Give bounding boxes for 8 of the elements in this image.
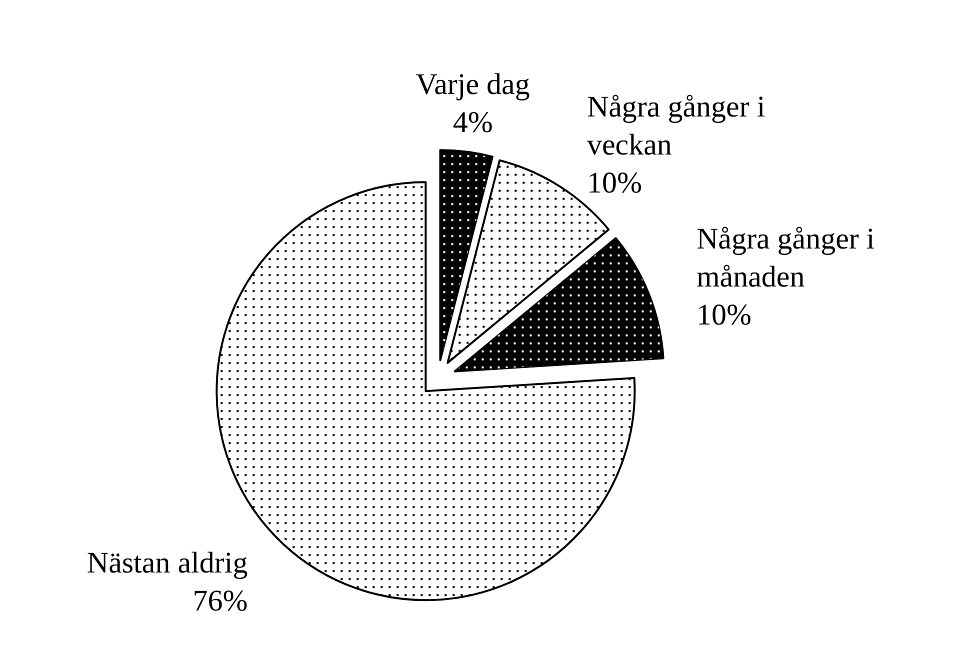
slice-label: Varje dag xyxy=(416,68,530,102)
data-label: 10% xyxy=(586,166,642,200)
data-label: 76% xyxy=(192,584,248,618)
data-label: 4% xyxy=(452,106,493,140)
slice-label: Några gånger i veckan xyxy=(586,90,766,162)
data-label: 10% xyxy=(696,298,752,332)
slice-label: Några gånger i månaden xyxy=(696,222,875,294)
slice-label: Nästan aldrig xyxy=(86,546,248,580)
